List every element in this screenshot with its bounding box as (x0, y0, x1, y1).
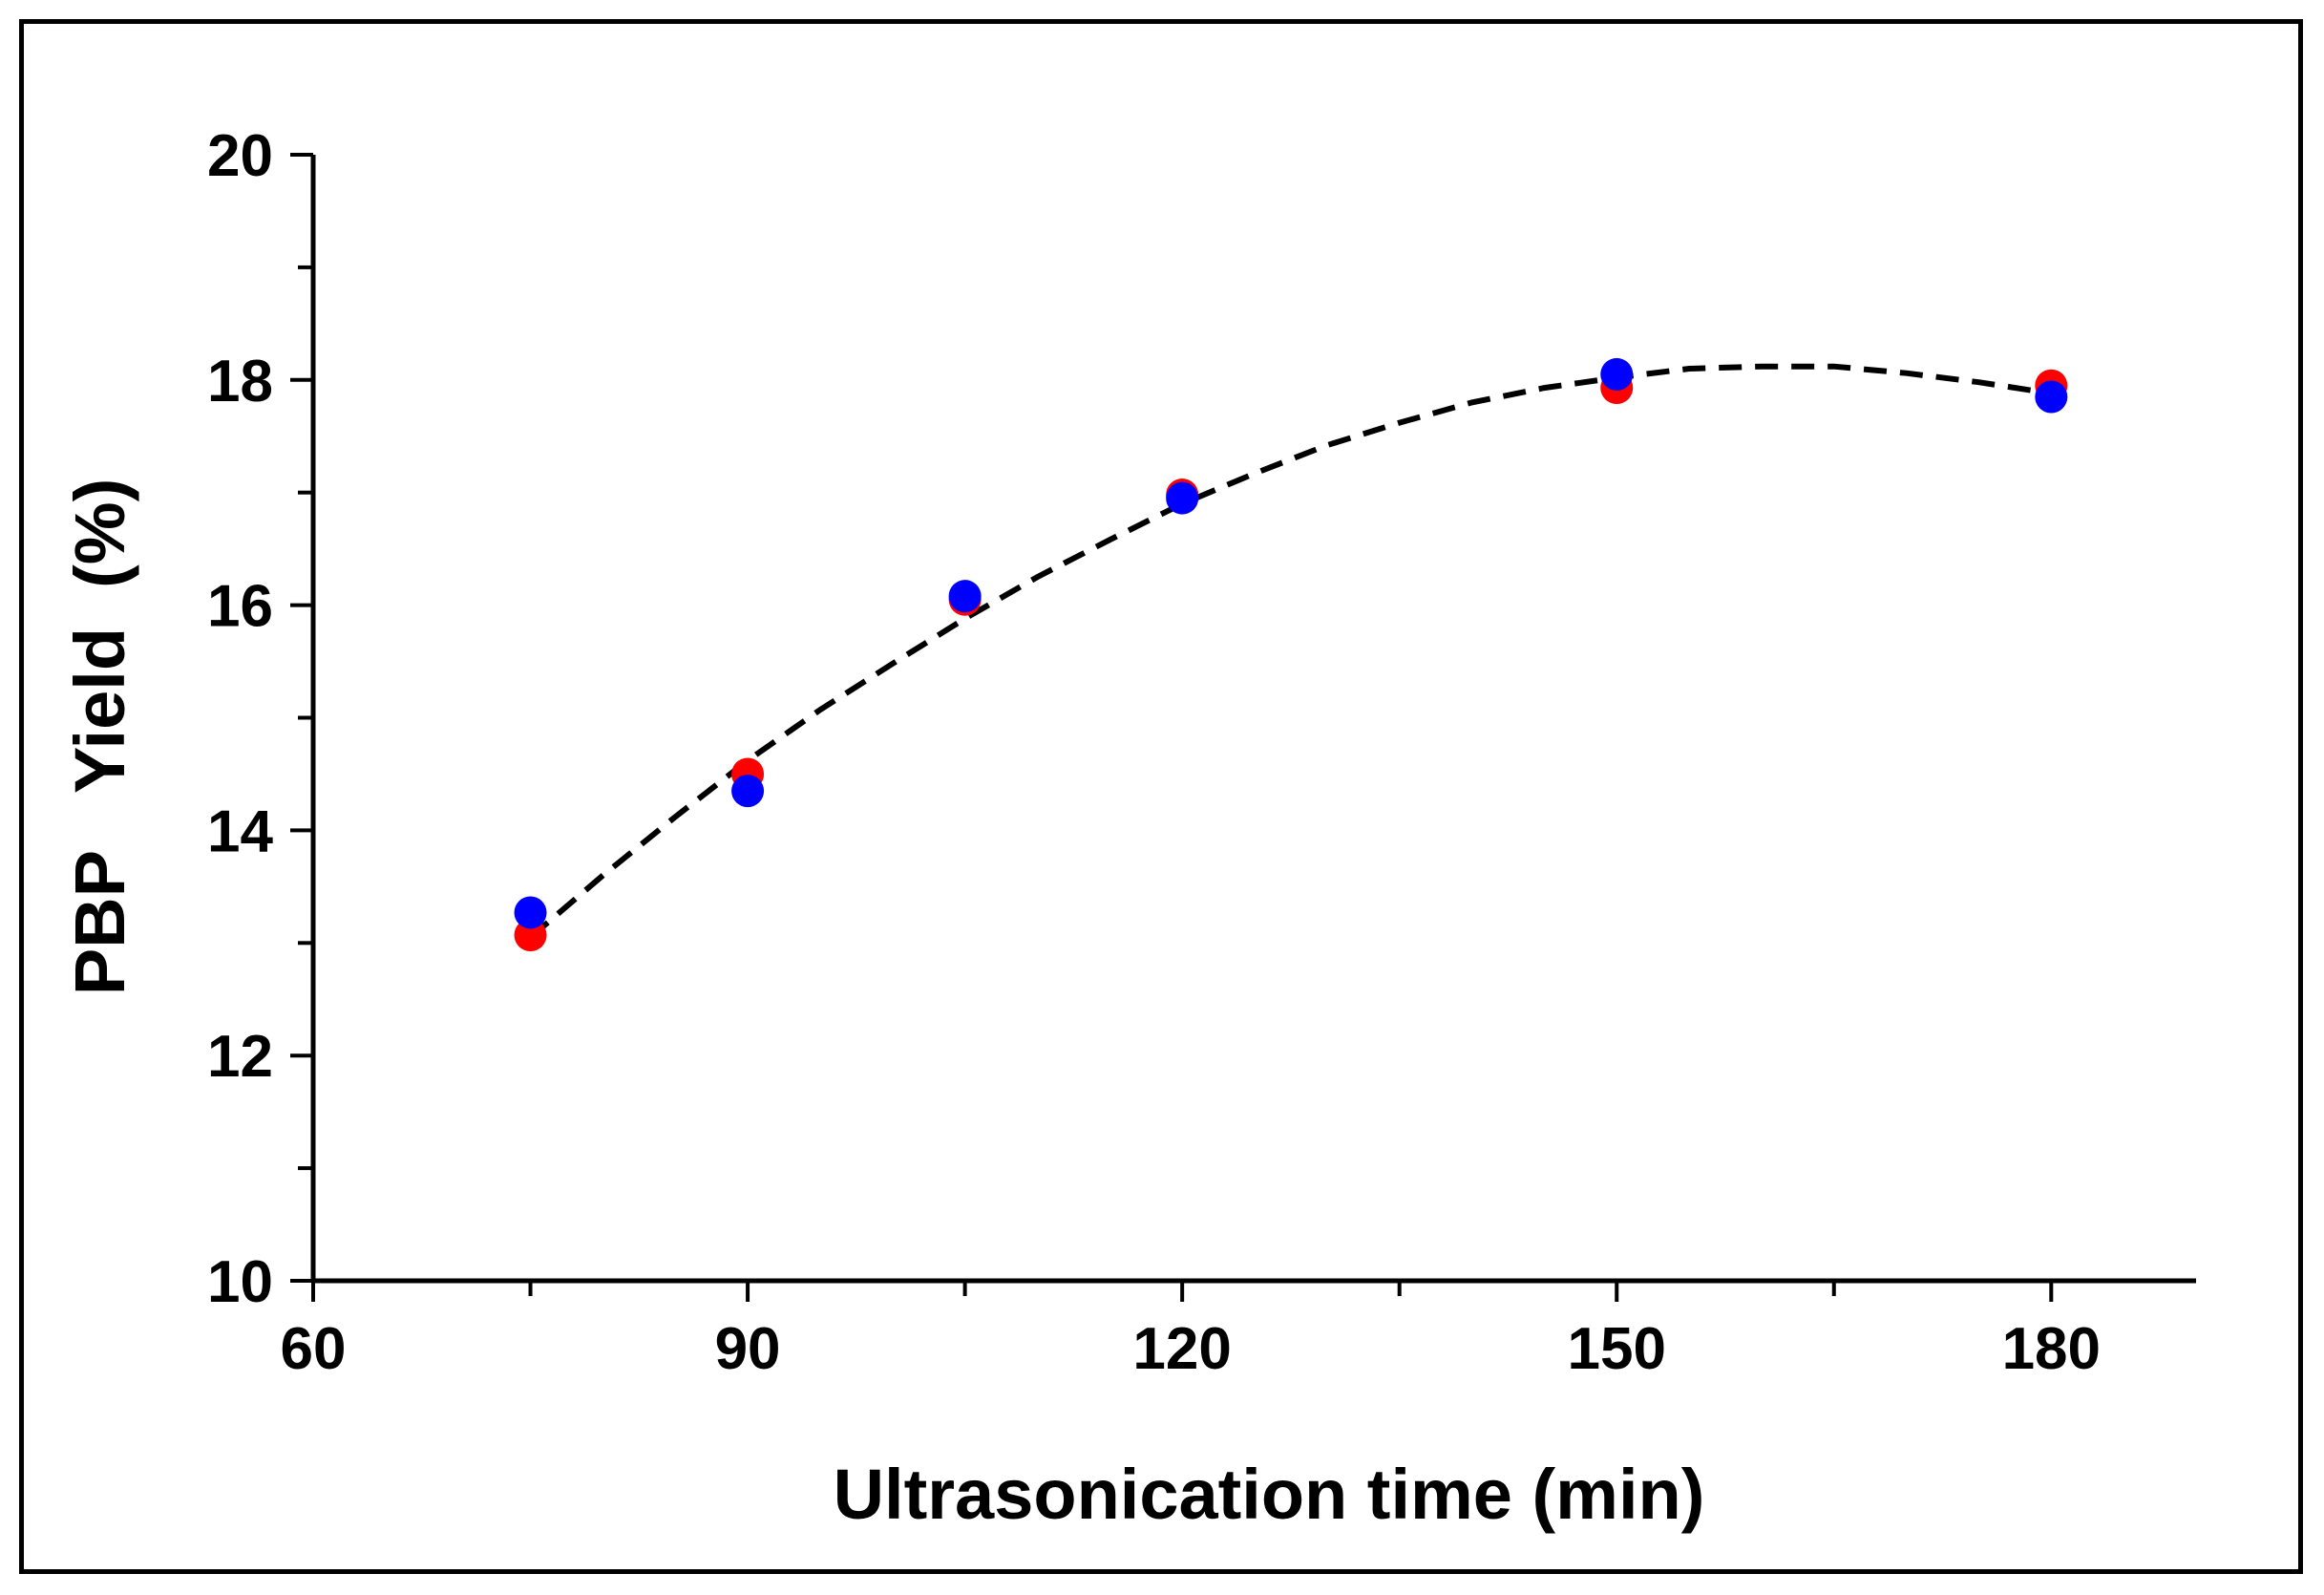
x-axis-title: Ultrasonication time (min) (834, 1455, 1705, 1534)
y-tick-label: 20 (207, 123, 273, 189)
axes (290, 153, 2196, 1302)
y-tick-label: 12 (207, 1024, 273, 1090)
x-tick-label: 120 (1132, 1316, 1231, 1382)
x-tick-label: 150 (1568, 1316, 1666, 1382)
predicted-point (1600, 357, 1634, 391)
predicted-point (731, 775, 765, 808)
predicted-point (948, 580, 982, 613)
predicted-point (514, 896, 547, 929)
y-tick-label: 18 (207, 349, 273, 415)
x-tick-label: 60 (281, 1316, 347, 1382)
fit-curve-line (528, 363, 2052, 940)
predicted-point (2035, 380, 2068, 414)
y-tick-label: 14 (207, 798, 273, 864)
fit-curve-layer (528, 363, 2052, 940)
data-points-layer (514, 357, 2068, 952)
x-tick-label: 90 (715, 1316, 781, 1382)
labels-layer: 60 90 120 150 180 10 12 14 16 18 20 Ultrasonication… (60, 123, 2101, 1534)
predicted-point (1166, 481, 1199, 515)
y-tick-label: 16 (207, 574, 273, 640)
chart-frame (19, 19, 2303, 1574)
experimental-point (514, 919, 547, 952)
y-tick-label: 10 (207, 1249, 273, 1315)
x-tick-label: 180 (2002, 1316, 2101, 1382)
y-axis-title: PBP Yield (%) (60, 478, 139, 995)
